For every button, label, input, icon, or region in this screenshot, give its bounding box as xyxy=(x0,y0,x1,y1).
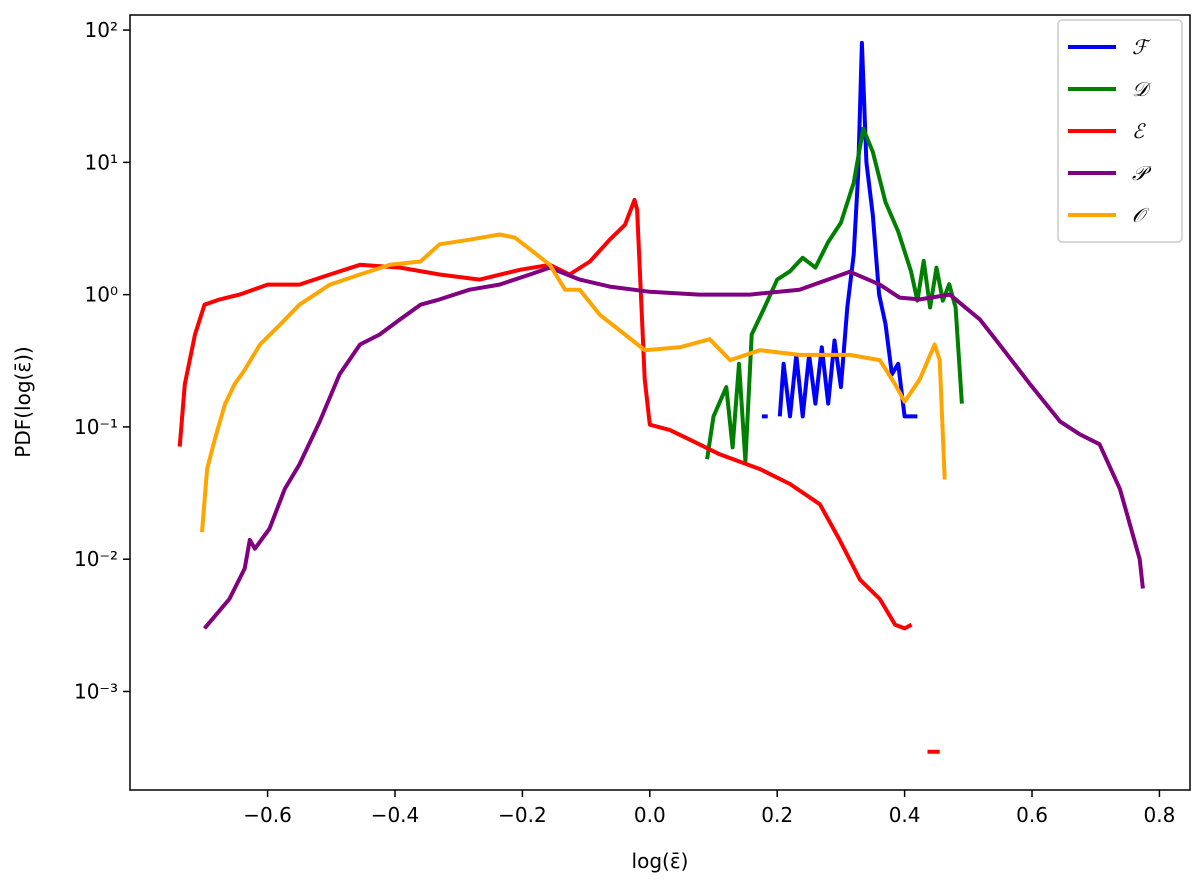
x-tick-label: −0.6 xyxy=(243,803,292,827)
data-line xyxy=(761,40,918,419)
legend-box xyxy=(1057,19,1183,243)
x-tick-label: 0.6 xyxy=(1016,803,1048,827)
y-tick-label: 10⁻³ xyxy=(74,679,118,703)
y-axis-label: PDF(log(ε̄)) xyxy=(11,346,35,457)
x-axis-label: log(ε̄) xyxy=(632,849,689,873)
y-tick-label: 10⁻¹ xyxy=(74,415,118,439)
x-tick-label: −0.4 xyxy=(371,803,420,827)
data-line xyxy=(202,265,1145,630)
legend-label: ℱ xyxy=(1132,35,1151,59)
legend-label: 𝒟 xyxy=(1132,77,1152,101)
y-tick-label: 10⁻² xyxy=(74,547,118,571)
x-tick-label: 0.8 xyxy=(1144,803,1176,827)
x-tick-label: 0.2 xyxy=(761,803,793,827)
y-tick-label: 10⁰ xyxy=(85,283,118,307)
legend-label: ℰ xyxy=(1132,119,1146,143)
plot-frame xyxy=(129,14,1191,791)
data-line xyxy=(705,126,964,464)
x-tick-label: −0.2 xyxy=(498,803,547,827)
x-tick-label: 0.4 xyxy=(889,803,921,827)
y-tick-label: 10¹ xyxy=(85,150,118,174)
y-tick-label: 10² xyxy=(85,18,118,42)
data-line xyxy=(200,232,947,533)
x-tick-label: 0.0 xyxy=(634,803,666,827)
data-line xyxy=(177,197,940,754)
